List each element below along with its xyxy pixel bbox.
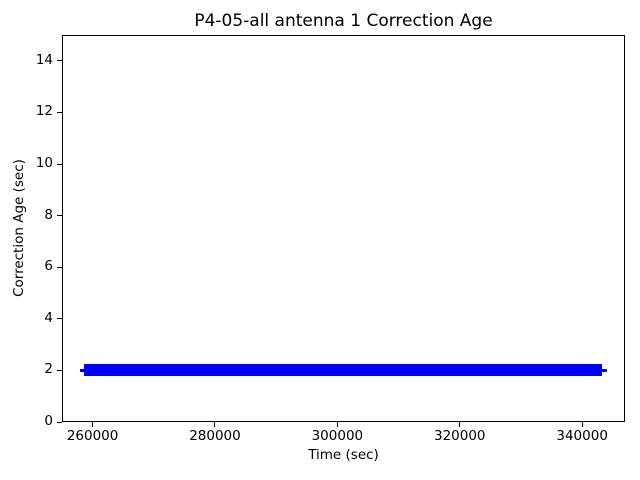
y-tick-mark — [57, 215, 62, 217]
x-tick-mark — [581, 422, 583, 427]
y-tick-mark — [57, 111, 62, 113]
plot-area — [62, 35, 625, 422]
data-series-band — [84, 364, 602, 377]
x-tick-mark — [336, 422, 338, 427]
y-tick-mark — [57, 421, 62, 423]
x-tick-mark — [459, 422, 461, 427]
x-tick-label: 300000 — [311, 428, 364, 444]
y-tick-label: 8 — [44, 206, 53, 223]
x-tick-label: 280000 — [189, 428, 241, 444]
x-tick-label: 320000 — [433, 428, 486, 444]
y-tick-label: 4 — [44, 309, 53, 326]
y-tick-mark — [57, 266, 62, 268]
x-tick-mark — [92, 422, 94, 427]
x-axis-label: Time (sec) — [308, 447, 379, 463]
y-tick-mark — [57, 369, 62, 371]
data-point-marker-first — [79, 368, 86, 372]
chart-title: P4-05-all antenna 1 Correction Age — [194, 11, 493, 31]
y-tick-mark — [57, 163, 62, 165]
x-tick-label: 340000 — [556, 428, 608, 444]
y-tick-label: 6 — [44, 258, 53, 275]
y-tick-mark — [57, 318, 62, 320]
x-tick-mark — [214, 422, 216, 427]
data-point-marker-last — [600, 368, 607, 372]
y-tick-label: 10 — [35, 155, 53, 171]
y-tick-mark — [57, 60, 62, 62]
x-tick-label: 260000 — [66, 428, 119, 444]
y-tick-label: 12 — [35, 103, 53, 120]
y-tick-label: 14 — [35, 51, 53, 68]
y-tick-label: 2 — [44, 361, 53, 378]
y-tick-label: 0 — [44, 413, 53, 429]
